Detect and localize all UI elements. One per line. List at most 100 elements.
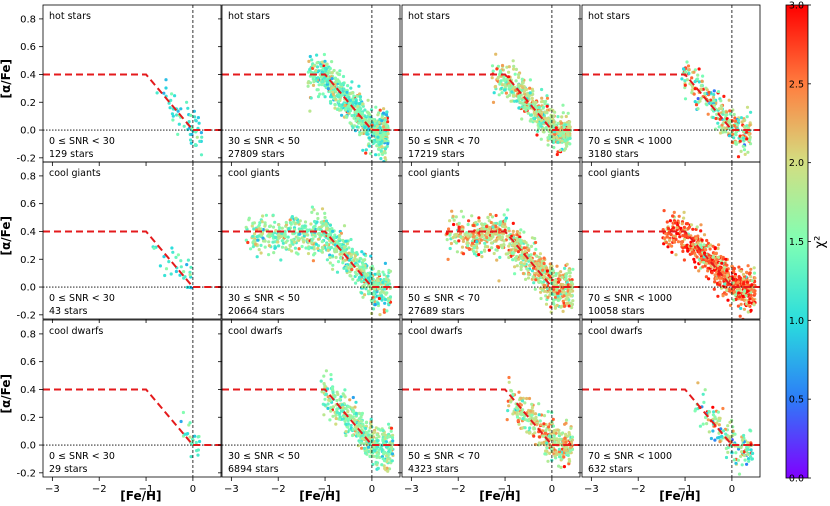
data-point (694, 227, 698, 231)
data-point (376, 113, 380, 117)
data-point (351, 277, 355, 281)
data-point (189, 455, 193, 459)
data-point (330, 227, 334, 231)
data-point (702, 260, 706, 264)
data-point (498, 255, 502, 259)
data-point (557, 431, 561, 435)
data-point (542, 422, 546, 426)
scatter-points (306, 52, 390, 162)
data-point (350, 433, 355, 438)
data-point (490, 64, 495, 68)
data-point (332, 68, 336, 73)
data-point (748, 297, 752, 301)
data-point (520, 77, 524, 81)
panel-group-label: cool giants (408, 168, 460, 179)
data-point (280, 245, 285, 249)
data-point (310, 239, 314, 243)
data-point (564, 114, 568, 119)
data-point (455, 232, 459, 236)
panel-count-label: 43 stars (49, 306, 88, 317)
data-point (471, 232, 475, 236)
data-point (188, 285, 192, 289)
data-point (164, 78, 168, 82)
data-point (344, 239, 348, 243)
data-point (517, 390, 521, 394)
data-point (571, 299, 575, 303)
x-tick-label: −1 (678, 484, 693, 495)
data-point (540, 100, 544, 104)
data-point (672, 234, 676, 238)
data-point (724, 126, 728, 130)
data-point (381, 111, 386, 115)
data-point (391, 433, 395, 437)
data-point (553, 454, 557, 458)
data-point (512, 85, 517, 89)
data-point (322, 52, 326, 57)
data-point (277, 226, 282, 230)
panel-group-label: cool giants (49, 168, 101, 179)
data-point (701, 265, 705, 269)
data-point (726, 450, 730, 454)
data-point (304, 246, 308, 250)
data-point (500, 63, 505, 68)
data-point (318, 92, 322, 96)
data-point (335, 107, 339, 111)
data-point (360, 111, 364, 115)
data-point (325, 80, 329, 84)
data-point (310, 241, 314, 245)
data-point (312, 208, 316, 212)
data-point (323, 84, 327, 88)
data-point (357, 84, 361, 88)
data-point (503, 78, 507, 83)
data-point (716, 90, 721, 94)
data-point (173, 94, 177, 98)
data-point (727, 118, 731, 122)
data-point (739, 445, 743, 450)
data-point (732, 112, 736, 117)
data-point (497, 279, 501, 283)
data-point (537, 262, 541, 267)
data-point (737, 265, 741, 269)
data-point (671, 238, 676, 242)
data-point (372, 131, 376, 136)
data-point (472, 246, 476, 250)
panel-frame (401, 161, 581, 320)
data-point (475, 236, 479, 240)
data-point (723, 130, 727, 134)
data-point (545, 96, 550, 100)
data-point (355, 110, 359, 114)
data-point (726, 424, 730, 428)
data-point (353, 129, 358, 133)
data-point (504, 91, 508, 95)
data-point (552, 287, 556, 291)
data-point (724, 292, 728, 296)
data-point (515, 237, 519, 241)
data-point (507, 70, 511, 74)
x-tick-label: −1 (498, 484, 513, 495)
data-point (330, 71, 334, 75)
data-point (712, 89, 716, 93)
data-point (716, 255, 721, 260)
data-point (561, 134, 566, 138)
data-point (334, 255, 338, 259)
data-point (562, 304, 567, 308)
data-point (684, 70, 688, 74)
panel-frame (42, 161, 222, 320)
data-point (522, 230, 526, 234)
data-point (376, 452, 380, 456)
data-point (558, 148, 562, 152)
data-point (361, 102, 365, 106)
data-point (480, 227, 484, 232)
data-point (382, 308, 386, 312)
data-point (461, 239, 465, 243)
data-point (451, 214, 455, 218)
data-point (368, 454, 372, 459)
data-point (666, 227, 671, 231)
data-point (337, 99, 341, 104)
data-point (713, 280, 717, 284)
data-point (261, 214, 265, 218)
data-point (705, 88, 709, 92)
data-point (567, 304, 571, 308)
data-point (179, 107, 183, 111)
x-tick-label: −1 (318, 484, 333, 495)
